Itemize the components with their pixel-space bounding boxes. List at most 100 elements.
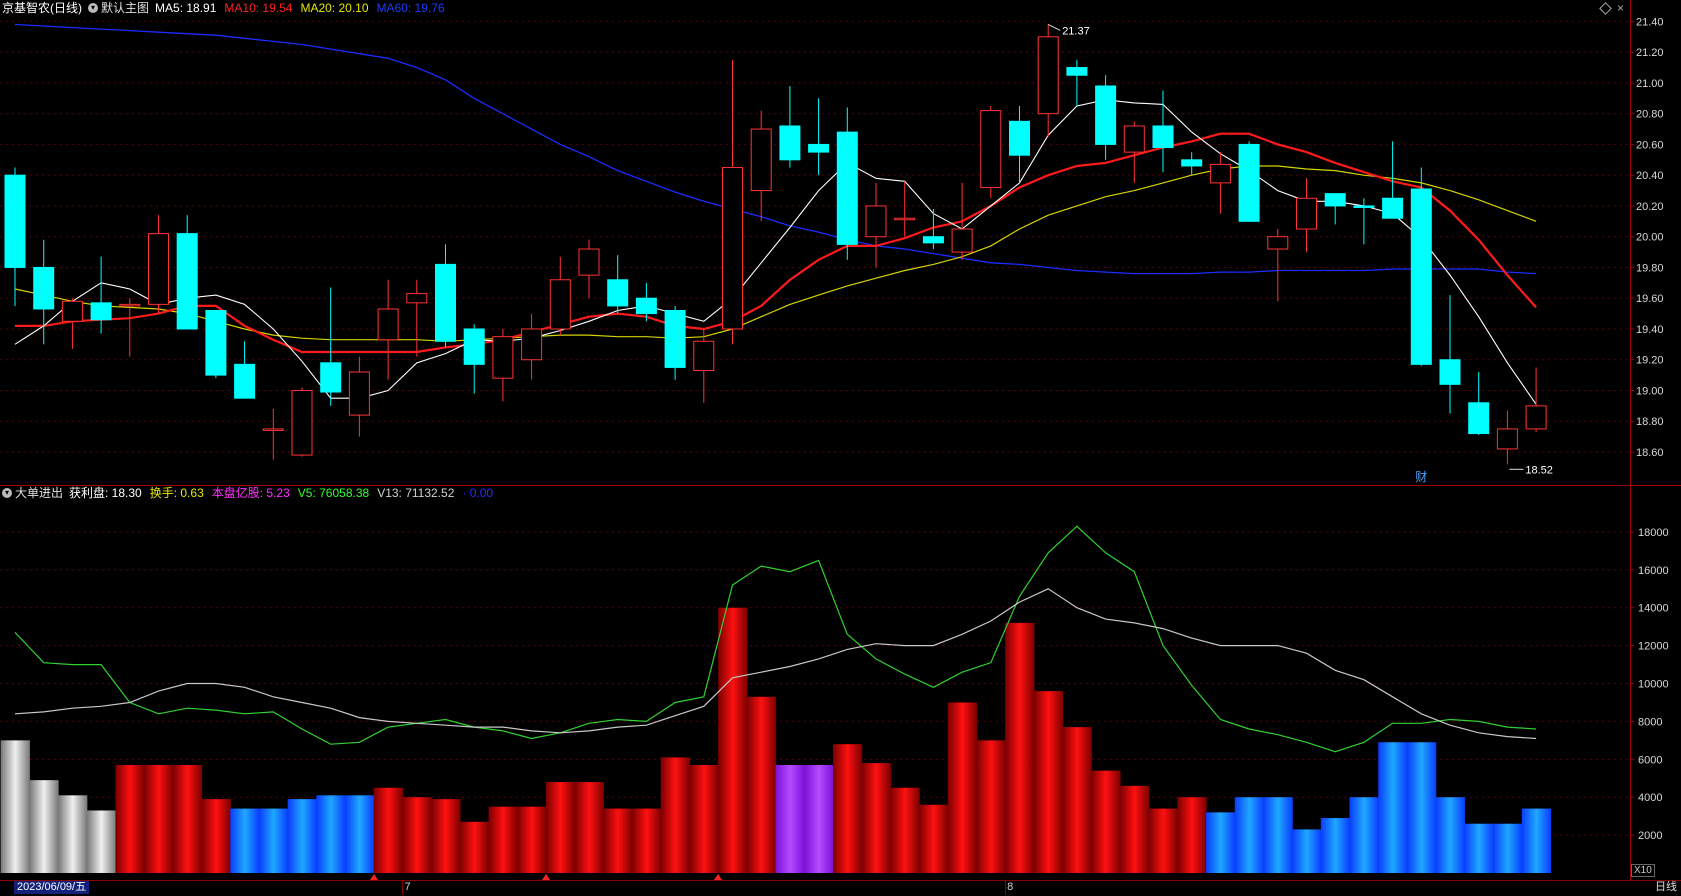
candle — [435, 244, 456, 348]
indicator-chart[interactable]: 18000 16000 14000 12000 10000 8000 6000 4000 200… — [0, 485, 1681, 880]
candle-body-up — [693, 340, 715, 371]
candle — [894, 181, 916, 237]
volume-bar — [201, 799, 231, 873]
ma60-line — [14, 23, 1537, 275]
dropdown-circle-icon[interactable]: ▾ — [2, 488, 12, 498]
scale-tag[interactable]: X10 — [1631, 864, 1655, 877]
candle — [693, 328, 715, 403]
y-tick-label: 20.20 — [1636, 201, 1664, 213]
candle-body-down — [1238, 143, 1260, 222]
candle — [1181, 152, 1203, 176]
candle-body-up — [262, 428, 284, 431]
volume-bar — [1234, 797, 1265, 873]
candle-body-down — [463, 328, 485, 365]
candle — [1525, 367, 1547, 433]
candle — [119, 298, 141, 357]
cursor-date: 2023/06/09/五 — [14, 881, 90, 894]
candle — [607, 255, 629, 314]
volume-bar — [1320, 818, 1351, 873]
volume-bar — [431, 799, 461, 873]
y-tick-label: 19.20 — [1636, 355, 1664, 367]
ma20-line — [14, 165, 1537, 342]
low-marker-label: 18.52 — [1525, 464, 1553, 476]
readout-5: · 0.00 — [462, 486, 494, 500]
volume-bar — [402, 797, 432, 873]
y-tick-label: 18.80 — [1636, 416, 1664, 428]
candlestick-chart[interactable]: 21.40 21.20 21.00 20.80 20.60 20.40 20.20 20.00… — [0, 0, 1681, 490]
volume-bar — [947, 702, 978, 873]
readout-0: MA5: 18.91 — [155, 1, 217, 15]
candle — [549, 256, 571, 336]
volume-bar — [1091, 770, 1121, 873]
readout-1: 换手: 0.63 — [149, 486, 204, 500]
candle-body-up — [377, 308, 399, 341]
event-mark-icon[interactable] — [369, 874, 378, 880]
candle-body-up — [348, 371, 370, 416]
y-tick-label: 19.80 — [1636, 262, 1664, 274]
candle — [1382, 141, 1404, 219]
volume-bar — [1493, 823, 1523, 873]
volume-bar — [1005, 622, 1035, 873]
volume-bar — [1521, 808, 1552, 873]
dropdown-circle-icon[interactable]: ▾ — [88, 3, 99, 13]
volume-bar — [1062, 727, 1092, 873]
volume-bar — [115, 765, 145, 873]
candle-body-down — [1152, 125, 1174, 149]
sub-panel-header: ▾ 大单进出 获利盘: 18.30 换手: 0.63 本盘亿股: 5.23 V5: 7… — [0, 485, 493, 501]
y-tick-label: 21.00 — [1636, 78, 1664, 90]
candle — [1238, 141, 1260, 222]
event-mark-icon[interactable] — [714, 874, 723, 880]
date-axis — [0, 880, 1681, 896]
candle — [1410, 167, 1432, 366]
y-tick-label: 21.20 — [1636, 47, 1664, 59]
y-tick-label: 16000 — [1638, 565, 1669, 577]
main-chart-selector[interactable]: ▾ 默认主图 — [88, 0, 149, 16]
candle — [664, 305, 686, 380]
indicator-readouts: 获利盘: 18.30 换手: 0.63 本盘亿股: 5.23 V5: 76058.38… — [69, 485, 493, 501]
candle-body-up — [61, 300, 83, 322]
volume-bar — [1464, 823, 1494, 873]
candle — [33, 239, 55, 345]
volume-bar — [345, 795, 375, 873]
candle — [320, 287, 342, 406]
volume-bar — [373, 787, 404, 873]
volume-bar — [775, 765, 805, 873]
candle — [492, 328, 514, 402]
candle-body-up — [578, 248, 600, 276]
ma5-line — [14, 99, 1537, 405]
y-tick-label: 8000 — [1638, 716, 1662, 728]
y-tick-label: 21.40 — [1636, 16, 1664, 28]
readout-2: MA20: 20.10 — [300, 1, 369, 15]
candle — [4, 167, 26, 306]
y-tick-label: 20.60 — [1636, 139, 1664, 151]
period-tab[interactable]: 日线 — [1655, 881, 1677, 893]
candle-body-up — [492, 336, 514, 379]
main-chart-name: 默认主图 — [101, 1, 150, 15]
series-v5-line — [14, 525, 1537, 753]
volume-bar — [0, 740, 30, 873]
event-mark-icon[interactable] — [541, 874, 550, 880]
candle-body-down — [33, 266, 55, 310]
close-icon[interactable]: × — [1617, 1, 1625, 15]
candle-body-up — [1037, 36, 1059, 115]
y-tick-label: 20.00 — [1636, 232, 1664, 244]
readout-1: MA10: 19.54 — [224, 1, 293, 15]
candle — [779, 85, 801, 168]
candle-body-down — [1095, 85, 1117, 145]
ma10-line — [15, 132, 1537, 354]
volume-bar — [172, 765, 203, 873]
candle — [1152, 90, 1174, 173]
volume-bar — [1435, 797, 1465, 873]
candle — [1496, 410, 1518, 465]
candle-body-up — [1123, 125, 1145, 153]
volume-bar — [144, 765, 174, 873]
indicator-selector[interactable]: ▾ 大单进出 — [2, 485, 63, 501]
candle-body-up — [1296, 197, 1317, 230]
candle — [1009, 105, 1030, 183]
series-v13-line — [14, 588, 1537, 740]
candle — [1209, 152, 1231, 214]
period-suffix: (日线) — [50, 1, 83, 15]
candle-body-down — [607, 279, 629, 307]
candle-body-up — [1209, 163, 1231, 184]
stock-name[interactable]: 京基智农(日线) — [2, 0, 82, 16]
